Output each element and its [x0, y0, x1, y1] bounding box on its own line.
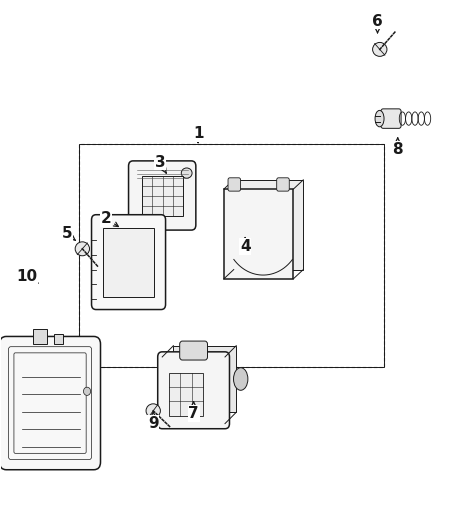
Text: 6: 6	[372, 14, 383, 33]
FancyBboxPatch shape	[0, 337, 100, 470]
Polygon shape	[32, 329, 47, 344]
Text: 2: 2	[101, 211, 118, 227]
Polygon shape	[224, 189, 293, 279]
Polygon shape	[173, 346, 236, 412]
Bar	[79, 144, 384, 367]
Bar	[142, 176, 183, 216]
Ellipse shape	[75, 242, 90, 256]
Bar	[103, 228, 154, 297]
Ellipse shape	[373, 43, 387, 57]
FancyBboxPatch shape	[180, 341, 207, 360]
Text: 9: 9	[148, 412, 158, 431]
Text: 3: 3	[155, 155, 166, 173]
Text: 7: 7	[188, 402, 199, 421]
Bar	[169, 373, 203, 416]
Polygon shape	[234, 180, 303, 269]
Text: 8: 8	[392, 138, 403, 157]
FancyBboxPatch shape	[381, 109, 401, 128]
FancyBboxPatch shape	[277, 178, 289, 191]
Text: 4: 4	[240, 238, 251, 254]
Text: 5: 5	[62, 227, 76, 242]
Polygon shape	[54, 334, 63, 344]
FancyBboxPatch shape	[158, 352, 230, 429]
Bar	[79, 144, 384, 367]
Ellipse shape	[375, 111, 384, 127]
Ellipse shape	[181, 168, 192, 178]
Ellipse shape	[146, 404, 160, 418]
Ellipse shape	[83, 387, 90, 395]
FancyBboxPatch shape	[228, 178, 241, 191]
Text: 1: 1	[193, 126, 203, 142]
Text: 10: 10	[16, 269, 38, 284]
FancyBboxPatch shape	[129, 161, 196, 230]
FancyBboxPatch shape	[91, 215, 166, 309]
Ellipse shape	[234, 368, 248, 390]
